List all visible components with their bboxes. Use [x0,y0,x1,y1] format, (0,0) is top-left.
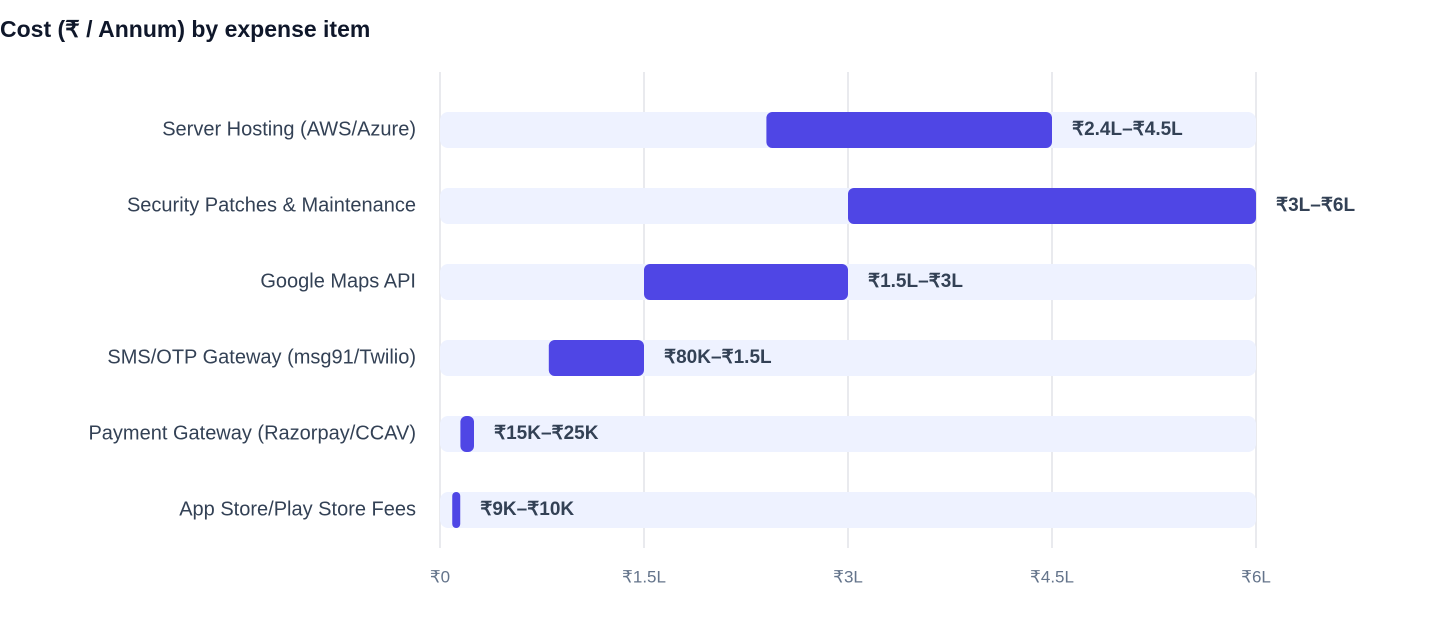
bar [460,416,474,452]
bar [766,112,1052,148]
bar [452,492,461,528]
value-label: ₹80K–₹1.5L [664,347,772,368]
x-tick-label: ₹0 [430,567,450,586]
x-tick-label: ₹1.5L [622,567,666,586]
value-label: ₹2.4L–₹4.5L [1072,119,1183,140]
category-label: Server Hosting (AWS/Azure) [162,118,416,140]
value-label: ₹1.5L–₹3L [868,271,963,292]
category-label: Payment Gateway (Razorpay/CCAV) [88,422,416,444]
bar-track [440,492,1256,528]
category-label: Google Maps API [260,270,416,292]
chart-title: Cost (₹ / Annum) by expense item [0,16,370,42]
x-tick-label: ₹6L [1241,567,1271,586]
bar-track [440,416,1256,452]
x-tick-label: ₹3L [833,567,863,586]
value-label: ₹15K–₹25K [494,423,599,444]
category-label: SMS/OTP Gateway (msg91/Twilio) [107,346,416,368]
category-label: App Store/Play Store Fees [179,498,416,520]
value-label: ₹9K–₹10K [480,499,574,520]
value-label: ₹3L–₹6L [1276,195,1355,216]
bar [848,188,1256,224]
category-label: Security Patches & Maintenance [127,194,416,216]
bar [548,340,644,376]
bar [644,264,848,300]
x-tick-label: ₹4.5L [1030,567,1074,586]
